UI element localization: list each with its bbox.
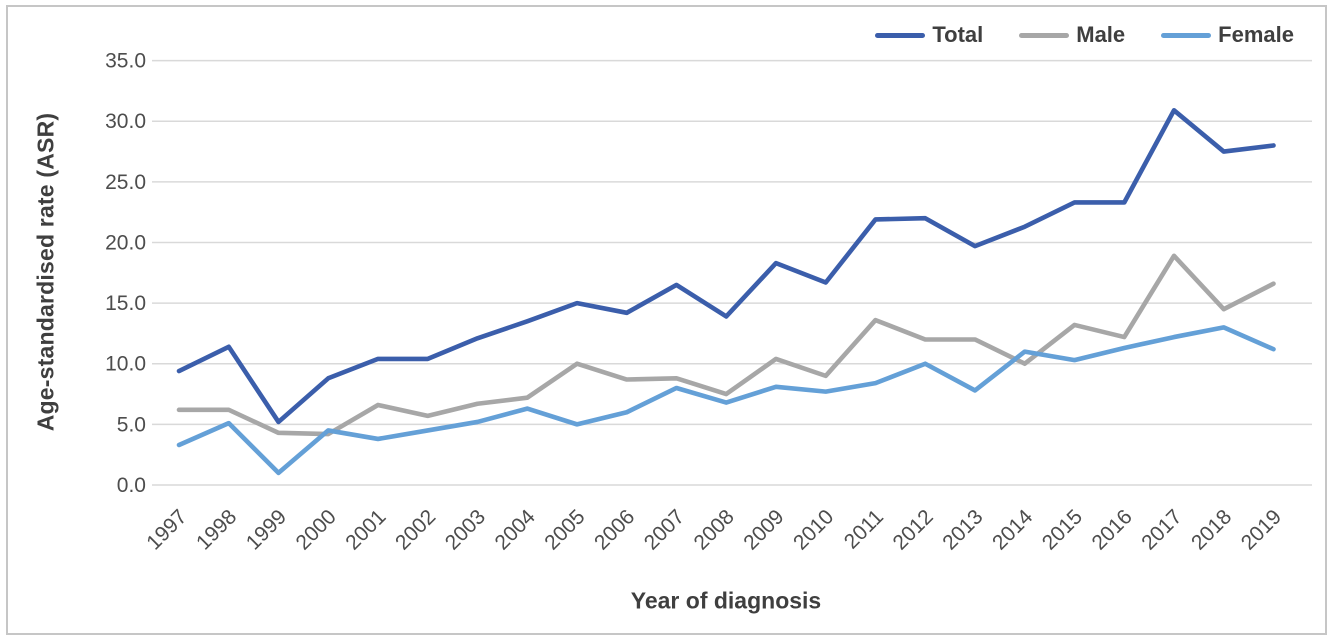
x-tick-label: 2013 bbox=[938, 505, 987, 554]
x-tick-label: 1998 bbox=[192, 505, 241, 554]
y-axis-title: Age-standardised rate (ASR) bbox=[32, 112, 59, 432]
x-tick-label: 2006 bbox=[590, 505, 639, 554]
legend-item-male: Male bbox=[1019, 22, 1125, 48]
series-line-male bbox=[176, 253, 1276, 437]
legend-swatch-female bbox=[1161, 32, 1212, 38]
x-tick-label: 2012 bbox=[888, 505, 937, 554]
legend-item-total: Total bbox=[875, 22, 983, 48]
y-tick-label: 25.0 bbox=[105, 171, 146, 194]
x-tick-label: 2017 bbox=[1137, 505, 1186, 554]
x-axis-title: Year of diagnosis bbox=[630, 587, 822, 614]
legend-label-male: Male bbox=[1076, 22, 1126, 47]
y-tick-label: 5.0 bbox=[117, 413, 146, 436]
x-tick-label: 2016 bbox=[1087, 505, 1136, 554]
y-tick-label: 10.0 bbox=[105, 353, 146, 376]
y-tick-label: 20.0 bbox=[105, 231, 146, 254]
legend-label-female: Female bbox=[1218, 22, 1294, 47]
x-tick-label: 2019 bbox=[1237, 505, 1286, 554]
chart-legend: Total Male Female bbox=[875, 22, 1294, 48]
x-tick-label: 2014 bbox=[988, 505, 1038, 555]
x-tick-label: 2009 bbox=[739, 505, 788, 554]
legend-swatch-male bbox=[1019, 32, 1070, 38]
x-tick-label: 2001 bbox=[341, 505, 390, 554]
legend-label-total: Total bbox=[932, 22, 984, 47]
x-tick-label: 2018 bbox=[1187, 505, 1236, 554]
x-tick-label: 1997 bbox=[142, 505, 191, 554]
series-line-total bbox=[176, 108, 1276, 425]
x-tick-label: 2005 bbox=[540, 505, 589, 554]
x-tick-label: 2010 bbox=[789, 505, 838, 554]
series-line-female bbox=[176, 325, 1276, 476]
y-tick-label: 15.0 bbox=[105, 292, 146, 315]
y-tick-label: 0.0 bbox=[117, 474, 146, 497]
x-tick-label: 1999 bbox=[242, 505, 291, 554]
x-tick-label: 2007 bbox=[640, 505, 689, 554]
x-tick-label: 2004 bbox=[490, 505, 540, 555]
y-tick-label: 30.0 bbox=[105, 110, 146, 133]
x-tick-label: 2008 bbox=[689, 505, 738, 554]
x-tick-label: 2003 bbox=[441, 505, 490, 554]
y-tick-label: 35.0 bbox=[105, 50, 146, 73]
x-tick-label: 2011 bbox=[840, 505, 888, 553]
x-tick-label: 2015 bbox=[1038, 505, 1087, 554]
legend-swatch-total bbox=[875, 32, 926, 38]
x-tick-label: 2002 bbox=[391, 505, 440, 554]
legend-item-female: Female bbox=[1161, 22, 1294, 48]
x-tick-label: 2000 bbox=[291, 505, 340, 554]
